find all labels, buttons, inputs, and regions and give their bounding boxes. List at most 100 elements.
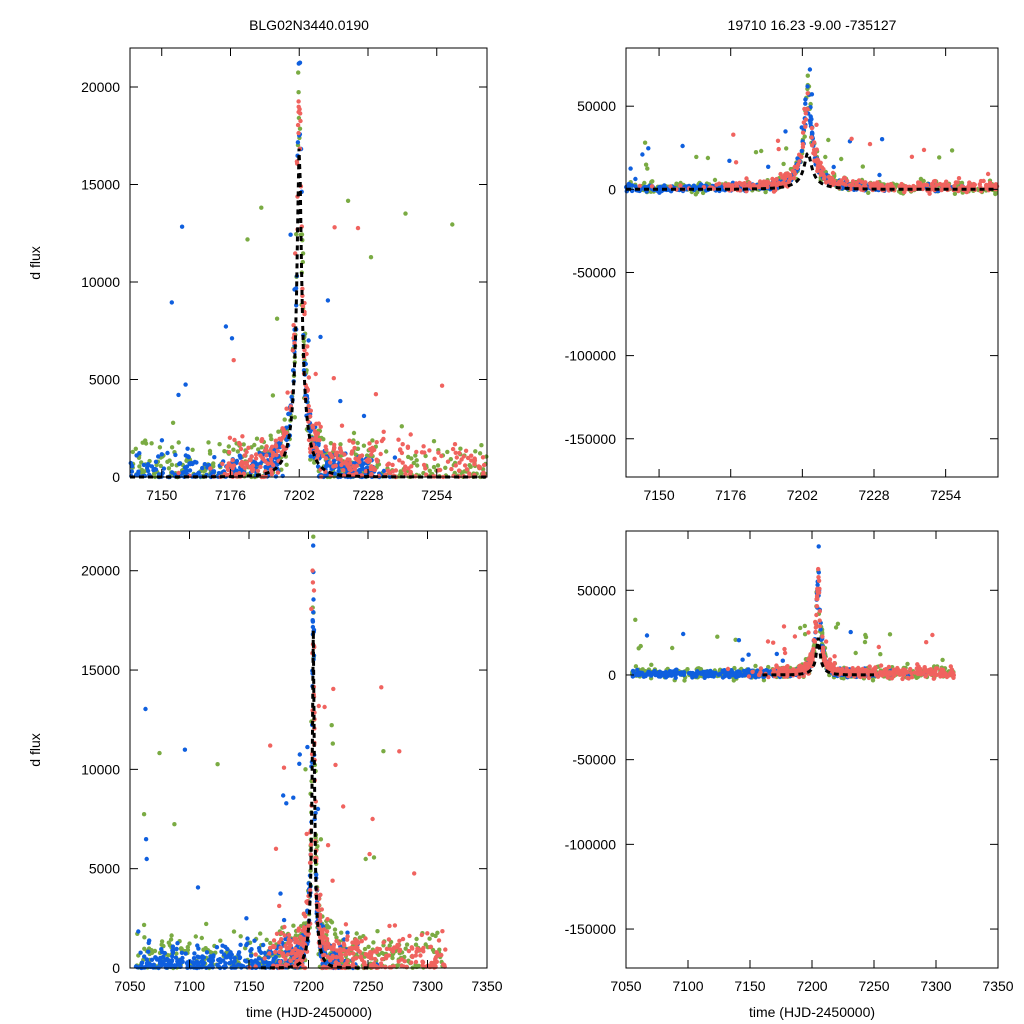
data-point [351, 430, 357, 436]
data-point [303, 767, 308, 772]
data-point [311, 597, 316, 602]
data-point [259, 205, 264, 210]
data-point [450, 222, 455, 227]
data-point [472, 458, 477, 463]
data-point [805, 73, 810, 78]
data-point [313, 371, 318, 377]
data-point [340, 461, 345, 466]
data-point [258, 464, 263, 470]
data-point [199, 954, 205, 960]
data-point [288, 943, 294, 948]
data-point [222, 449, 227, 454]
data-point [750, 669, 755, 674]
data-point [694, 154, 699, 160]
data-point [325, 917, 330, 922]
data-point [412, 871, 417, 876]
data-point [187, 941, 192, 946]
data-point [635, 673, 641, 678]
data-point [349, 945, 354, 951]
data-point [275, 470, 281, 475]
data-point [183, 382, 188, 387]
x-tick-label: 7100 [174, 978, 205, 994]
data-point [354, 463, 360, 468]
data-point [400, 936, 406, 942]
data-point [273, 474, 279, 479]
x-tick-label: 7176 [215, 487, 246, 503]
data-point [269, 444, 275, 449]
data-point [296, 926, 302, 931]
data-point [414, 449, 419, 455]
data-point [439, 383, 445, 388]
data-point [878, 663, 884, 668]
data-point [149, 950, 155, 955]
data-point [353, 456, 358, 461]
data-point [831, 164, 836, 170]
data-point [355, 440, 360, 446]
y-tick-label: 5000 [89, 861, 120, 877]
data-point [296, 109, 301, 115]
data-point [193, 934, 198, 939]
data-point [715, 634, 720, 639]
data-point [142, 954, 147, 959]
data-point [262, 950, 267, 956]
data-point [860, 164, 865, 169]
data-point [332, 445, 337, 450]
data-point [390, 462, 395, 468]
data-point [832, 654, 837, 659]
data-point [863, 632, 868, 638]
data-point [170, 420, 176, 425]
data-point [357, 468, 362, 473]
data-point [753, 663, 758, 669]
data-point [325, 843, 331, 848]
data-point [316, 703, 321, 709]
data-point [308, 414, 313, 419]
data-point [321, 953, 326, 958]
data-point [454, 455, 459, 460]
data-point [137, 464, 142, 469]
data-point [371, 940, 376, 945]
data-point [286, 411, 291, 417]
data-point [195, 943, 200, 948]
data-point [194, 460, 199, 465]
data-point [338, 457, 344, 462]
data-point [731, 132, 736, 137]
data-point [383, 965, 388, 970]
data-point [931, 179, 937, 184]
data-point [162, 950, 167, 956]
data-point [190, 447, 195, 452]
data-point [270, 393, 276, 398]
data-point [717, 181, 722, 186]
data-point [386, 937, 392, 942]
data-point [216, 957, 221, 963]
xlabel-bottom-left: time (HJD-2450000) [246, 1004, 372, 1020]
data-point [643, 162, 649, 167]
data-point [169, 300, 174, 305]
data-point [427, 468, 432, 473]
data-point [174, 946, 179, 952]
data-point [145, 465, 150, 470]
data-point [418, 953, 423, 958]
data-point [284, 406, 289, 411]
data-point [792, 171, 798, 177]
data-point [168, 937, 174, 942]
data-point [397, 947, 403, 952]
data-point [176, 959, 181, 964]
data-point [282, 417, 287, 422]
data-point [853, 650, 858, 656]
data-point [956, 176, 962, 181]
data-points [133, 534, 448, 971]
data-point [848, 629, 853, 635]
data-point [295, 939, 300, 944]
data-point [368, 466, 374, 471]
data-point [170, 954, 175, 959]
data-point [729, 673, 735, 678]
data-point [305, 387, 310, 392]
y-tick-label: 10000 [81, 274, 120, 290]
data-point [783, 129, 788, 134]
data-point [480, 455, 486, 460]
data-point [281, 917, 287, 923]
data-point [795, 162, 801, 167]
data-point [866, 190, 871, 195]
data-point [352, 445, 357, 451]
data-point [814, 147, 819, 152]
